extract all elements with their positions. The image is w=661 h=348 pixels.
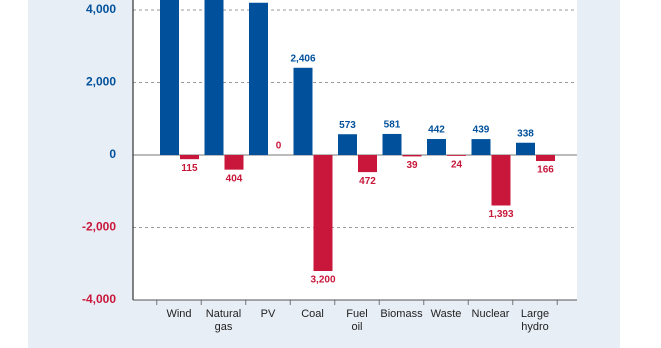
- bar: [204, 0, 224, 156]
- x-tick-label: Biomass: [380, 308, 423, 320]
- value-label: 39: [406, 160, 418, 171]
- x-tick-label: Waste: [430, 308, 462, 320]
- x-tick-label: Fuel oil: [346, 308, 368, 333]
- bar: [338, 134, 357, 156]
- value-label: 404: [226, 173, 243, 184]
- x-tick-label: Large hydro: [520, 308, 550, 333]
- bar: [382, 133, 402, 156]
- y-tick-label: -4,000: [82, 292, 116, 306]
- bar: [447, 155, 466, 156]
- bar: [224, 155, 244, 170]
- bar: [160, 0, 179, 156]
- bar: [536, 155, 555, 162]
- value-label: 472: [359, 176, 376, 187]
- value-label: 115: [181, 163, 198, 174]
- x-tick-label: Coal: [301, 308, 324, 320]
- bar: [293, 67, 313, 156]
- y-tick-label: 0: [109, 147, 116, 161]
- bar: [427, 138, 446, 156]
- value-label: 1,393: [488, 209, 513, 220]
- bar: [402, 155, 422, 157]
- y-tick-label: 2,000: [86, 75, 116, 89]
- value-label: 338: [517, 128, 534, 139]
- value-label: 166: [537, 165, 554, 176]
- x-tick-label: Natural gas: [205, 308, 242, 333]
- x-tick-label: Nuclear: [471, 308, 510, 320]
- bar: [516, 142, 535, 156]
- bar: [491, 155, 511, 206]
- value-label: 439: [473, 125, 490, 136]
- bar: [249, 2, 268, 156]
- y-tick-label: 4,000: [86, 2, 116, 16]
- value-label: 573: [339, 120, 356, 131]
- value-label: 3,200: [310, 275, 335, 286]
- y-tick-label: -2,000: [82, 220, 116, 234]
- value-label: 2,406: [290, 53, 315, 64]
- value-label: 0: [276, 141, 282, 152]
- bar: [180, 155, 199, 160]
- value-label: 24: [451, 160, 463, 171]
- bar: [471, 139, 491, 156]
- bar: [358, 155, 377, 173]
- bar: [313, 155, 333, 272]
- value-label: 581: [384, 120, 401, 131]
- x-tick-label: PV: [260, 308, 276, 320]
- x-tick-label: Wind: [166, 308, 192, 320]
- value-label: 442: [428, 125, 445, 136]
